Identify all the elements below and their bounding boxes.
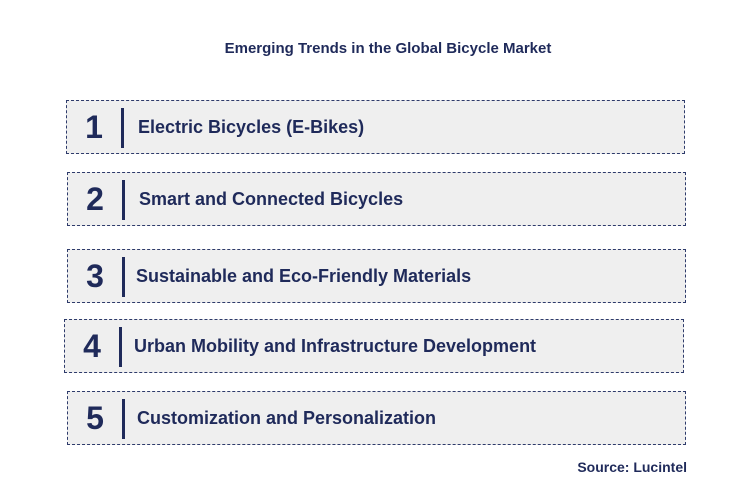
trend-item-5: 5 Customization and Personalization [67, 391, 686, 445]
source-credit: Source: Lucintel [577, 459, 687, 475]
trend-divider [122, 399, 125, 439]
trend-number: 4 [83, 328, 101, 364]
trend-divider [122, 257, 125, 297]
trend-label: Urban Mobility and Infrastructure Develo… [134, 336, 537, 356]
trend-item-4: 4 Urban Mobility and Infrastructure Deve… [64, 319, 684, 373]
trend-item-2: 2 Smart and Connected Bicycles [67, 172, 686, 226]
trend-label: Customization and Personalization [137, 408, 437, 428]
trend-label: Sustainable and Eco-Friendly Materials [136, 266, 472, 286]
trend-number: 5 [86, 400, 104, 436]
trend-divider [121, 108, 124, 148]
diagram-title: Emerging Trends in the Global Bicycle Ma… [224, 40, 552, 57]
trend-label: Smart and Connected Bicycles [139, 189, 404, 209]
trend-number: 1 [85, 109, 103, 145]
trend-item-3: 3 Sustainable and Eco-Friendly Materials [67, 249, 686, 303]
trend-number: 3 [86, 258, 104, 294]
trend-number: 2 [86, 181, 104, 217]
trend-item-1: 1 Electric Bicycles (E-Bikes) [66, 100, 685, 154]
trend-label: Electric Bicycles (E-Bikes) [138, 117, 365, 137]
trend-divider [119, 327, 122, 367]
trend-divider [122, 180, 125, 220]
